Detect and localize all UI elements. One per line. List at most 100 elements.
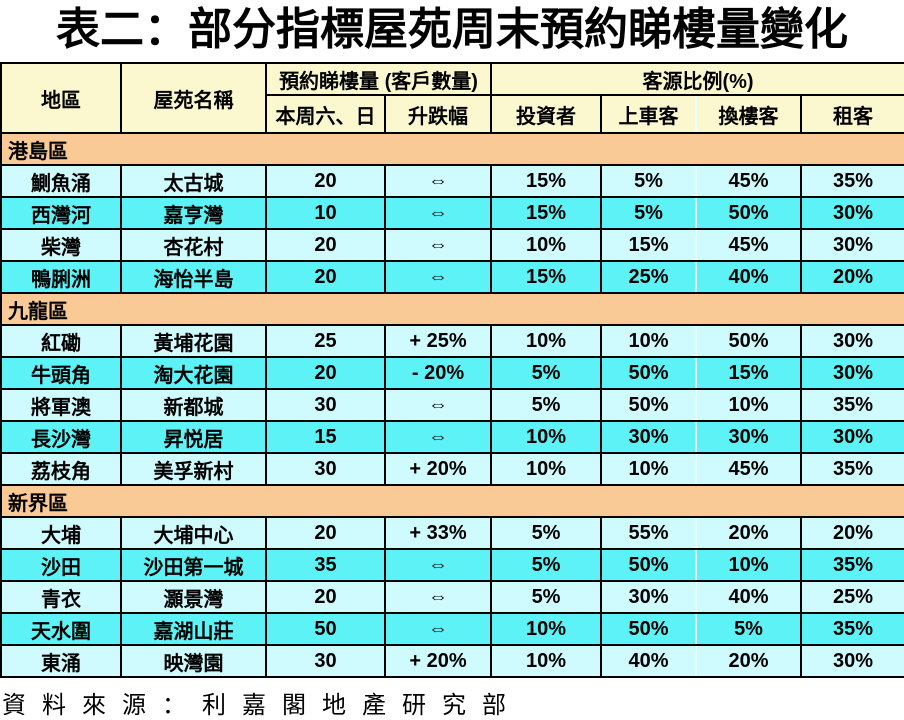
cell-upgrader: 45% — [695, 228, 803, 262]
cell-district: 大埔 — [0, 516, 122, 550]
cell-investor: 5% — [490, 356, 603, 390]
section-label: 新界區 — [0, 484, 904, 518]
header-bookings-change: 升跌幅 — [383, 94, 493, 134]
cell-change: ⇔ — [383, 388, 493, 422]
cell-bookings: 20 — [265, 516, 386, 550]
table-row: 天水圍 嘉湖山莊 50 ⇔ 10% 50% 5% 35% — [0, 612, 904, 646]
cell-investor: 10% — [490, 612, 603, 646]
cell-investor: 10% — [490, 644, 603, 678]
cell-investor: 15% — [490, 196, 603, 230]
cell-change: ⇔ — [383, 420, 493, 454]
cell-estate: 淘大花園 — [120, 356, 267, 390]
cell-upgrader: 40% — [695, 580, 803, 614]
cell-district: 天水圍 — [0, 612, 122, 646]
cell-upgrader: 10% — [695, 388, 803, 422]
cell-bookings: 30 — [265, 452, 386, 486]
cell-tenant: 35% — [800, 388, 904, 422]
cell-tenant: 35% — [800, 164, 904, 198]
table-row: 大埔 大埔中心 20 + 33% 5% 55% 20% 20% — [0, 516, 904, 550]
cell-change: ⇔ — [383, 612, 493, 646]
cell-estate: 嘉湖山莊 — [120, 612, 267, 646]
cell-estate: 嘉亨灣 — [120, 196, 267, 230]
cell-investor: 10% — [490, 228, 603, 262]
cell-bookings: 20 — [265, 580, 386, 614]
table-row: 沙田 沙田第一城 35 ⇔ 5% 50% 10% 35% — [0, 548, 904, 582]
cell-investor: 10% — [490, 452, 603, 486]
header-bookings-group: 預約睇樓量 (客戶數量) — [264, 62, 493, 96]
cell-district: 鴨脷洲 — [0, 260, 122, 294]
cell-estate: 新都城 — [120, 388, 267, 422]
cell-change: ⇔ — [383, 196, 493, 230]
header-tenant: 租客 — [800, 94, 904, 134]
cell-district: 將軍澳 — [0, 388, 122, 422]
cell-bookings: 50 — [265, 612, 386, 646]
cell-bookings: 20 — [265, 356, 386, 390]
cell-first-time-buyer: 15% — [600, 228, 698, 262]
cell-first-time-buyer: 50% — [600, 548, 698, 582]
section-label: 港島區 — [0, 132, 904, 166]
cell-district: 沙田 — [0, 548, 122, 582]
header-group-row: 地區 屋苑名稱 預約睇樓量 (客戶數量) 客源比例(%) — [0, 62, 904, 134]
header-upgrader: 換樓客 — [695, 94, 803, 134]
header-sub-row: 本周六、日 升跌幅 投資者 上車客 換樓客 租客 — [1, 94, 904, 134]
cell-upgrader: 20% — [695, 516, 803, 550]
cell-first-time-buyer: 25% — [600, 260, 698, 294]
table-row: 青衣 灝景灣 20 ⇔ 5% 30% 40% 25% — [0, 580, 904, 614]
cell-tenant: 30% — [800, 644, 904, 678]
cell-upgrader: 50% — [695, 196, 803, 230]
table-row: 東涌 映灣園 30 + 20% 10% 40% 20% 30% — [0, 644, 904, 678]
cell-estate: 映灣園 — [120, 644, 267, 678]
cell-first-time-buyer: 30% — [600, 420, 698, 454]
section-label: 九龍區 — [0, 292, 904, 326]
table-row: 柴灣 杏花村 20 ⇔ 10% 15% 45% 30% — [0, 228, 904, 262]
cell-tenant: 35% — [800, 612, 904, 646]
cell-change: + 20% — [383, 644, 493, 678]
cell-tenant: 30% — [800, 420, 904, 454]
cell-upgrader: 20% — [695, 644, 803, 678]
cell-bookings: 30 — [265, 644, 386, 678]
cell-change: + 25% — [383, 324, 493, 358]
header-investor: 投資者 — [490, 94, 603, 134]
cell-upgrader: 10% — [695, 548, 803, 582]
cell-bookings: 15 — [265, 420, 386, 454]
data-table: 地區 屋苑名稱 預約睇樓量 (客戶數量) 客源比例(%) 本周六、日 升跌幅 投… — [0, 62, 904, 678]
cell-investor: 5% — [490, 548, 603, 582]
cell-change: ⇔ — [383, 580, 493, 614]
cell-investor: 15% — [490, 164, 603, 198]
cell-bookings: 30 — [265, 388, 386, 422]
cell-change: + 20% — [383, 452, 493, 486]
cell-tenant: 35% — [800, 452, 904, 486]
cell-district: 牛頭角 — [0, 356, 122, 390]
cell-tenant: 30% — [800, 228, 904, 262]
cell-first-time-buyer: 50% — [600, 388, 698, 422]
cell-district: 長沙灣 — [0, 420, 122, 454]
cell-estate: 黃埔花園 — [120, 324, 267, 358]
cell-estate: 美孚新村 — [120, 452, 267, 486]
cell-first-time-buyer: 50% — [600, 612, 698, 646]
cell-first-time-buyer: 10% — [600, 324, 698, 358]
table-row: 西灣河 嘉亨灣 10 ⇔ 15% 5% 50% 30% — [0, 196, 904, 230]
cell-bookings: 25 — [265, 324, 386, 358]
cell-first-time-buyer: 40% — [600, 644, 698, 678]
cell-estate: 杏花村 — [120, 228, 267, 262]
table-row: 荔枝角 美孚新村 30 + 20% 10% 10% 45% 35% — [0, 452, 904, 486]
cell-tenant: 20% — [800, 516, 904, 550]
cell-estate: 海怡半島 — [120, 260, 267, 294]
cell-tenant: 30% — [800, 356, 904, 390]
cell-change: ⇔ — [383, 228, 493, 262]
cell-upgrader: 30% — [695, 420, 803, 454]
cell-district: 青衣 — [0, 580, 122, 614]
source-note: 資料來源：利嘉閣地產研究部 — [2, 692, 522, 719]
header-source-group: 客源比例(%) — [490, 62, 904, 96]
table-row: 鴨脷洲 海怡半島 20 ⇔ 15% 25% 40% 20% — [0, 260, 904, 294]
table-header: 地區 屋苑名稱 預約睇樓量 (客戶數量) 客源比例(%) 本周六、日 升跌幅 投… — [0, 62, 904, 134]
table-row: 紅磡 黃埔花園 25 + 25% 10% 10% 50% 30% — [0, 324, 904, 358]
cell-estate: 太古城 — [120, 164, 267, 198]
cell-upgrader: 45% — [695, 452, 803, 486]
cell-district: 柴灣 — [0, 228, 122, 262]
cell-estate: 大埔中心 — [120, 516, 267, 550]
cell-estate: 灝景灣 — [120, 580, 267, 614]
cell-change: ⇔ — [383, 548, 493, 582]
cell-investor: 15% — [490, 260, 603, 294]
cell-change: + 33% — [383, 516, 493, 550]
